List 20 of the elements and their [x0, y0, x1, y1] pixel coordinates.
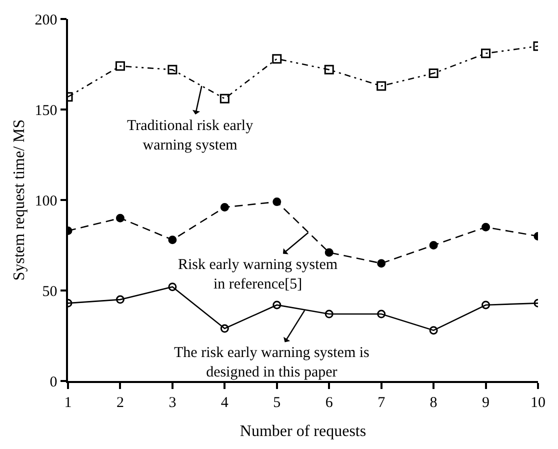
y-axis-title: System request time/ MS — [11, 119, 28, 281]
y-tick-label: 0 — [50, 374, 58, 390]
x-tick-label: 8 — [430, 394, 438, 411]
x-tick-label: 1 — [64, 394, 72, 411]
x-tick-label: 6 — [325, 394, 334, 411]
x-tick-label: 4 — [220, 394, 229, 411]
x-tick-label: 7 — [378, 394, 386, 411]
y-tick-label: 200 — [34, 12, 58, 28]
annotation: Risk early warning system in reference[5] — [178, 257, 338, 292]
x-axis-title: Number of requests — [240, 422, 366, 440]
y-tick-label: 100 — [34, 193, 58, 210]
x-tick-label: 9 — [482, 394, 490, 411]
x-tick-label: 10 — [530, 394, 546, 411]
annotation: Traditional risk early warning system — [127, 118, 254, 154]
x-tick-label: 3 — [168, 394, 176, 411]
annotation: The risk early warning system is designed in this paper — [174, 345, 370, 380]
y-tick-label: 50 — [42, 284, 58, 300]
x-tick-label: 5 — [273, 394, 281, 411]
x-tick-label: 2 — [116, 394, 124, 411]
y-tick-label: 150 — [34, 102, 58, 119]
